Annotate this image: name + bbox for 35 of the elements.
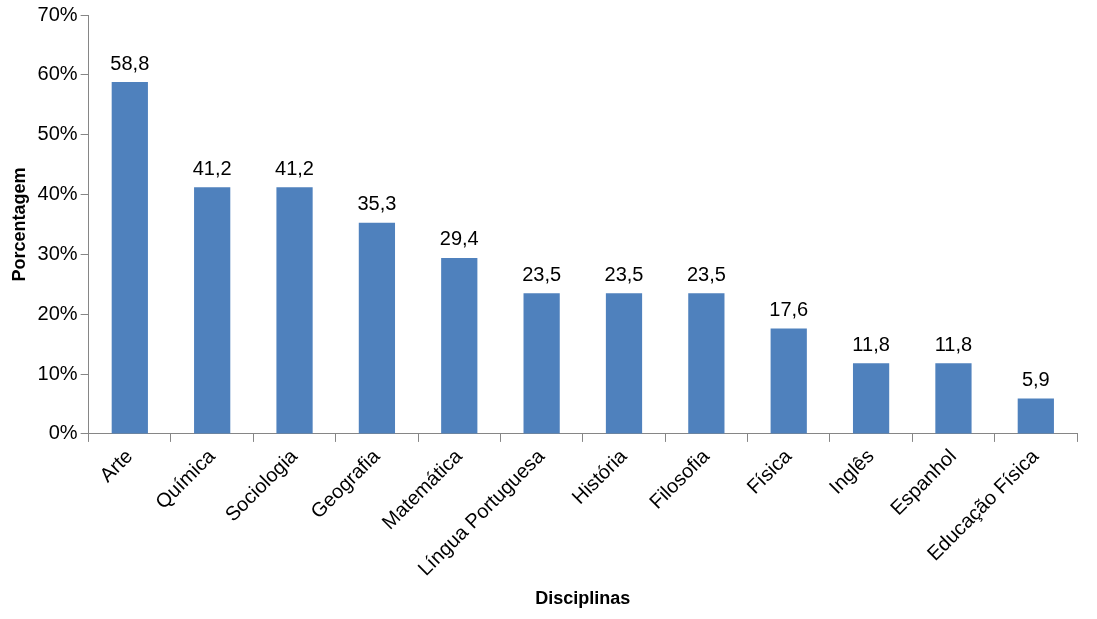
- data-label: 5,9: [1021, 368, 1050, 391]
- data-label: 23,5: [686, 262, 726, 285]
- bar: [276, 187, 313, 434]
- bar: [605, 293, 643, 434]
- y-axis-title: Porcentagem: [8, 167, 29, 282]
- data-label: 29,4: [439, 227, 479, 250]
- bar: [111, 82, 148, 434]
- x-tick-label: Arte: [95, 444, 137, 487]
- y-tick-label: 40%: [37, 182, 78, 205]
- bar: [358, 222, 396, 434]
- y-tick-label: 30%: [37, 241, 78, 264]
- y-tick-label: 70%: [37, 2, 78, 25]
- y-tick-label: 50%: [37, 122, 78, 145]
- bar: [852, 363, 890, 434]
- bar: [770, 328, 807, 434]
- data-label: 58,8: [110, 51, 150, 74]
- bar: [688, 293, 725, 434]
- bar: [194, 187, 231, 434]
- y-tick-label: 60%: [37, 62, 78, 85]
- y-tick-label: 20%: [37, 301, 78, 324]
- data-label: 11,8: [934, 332, 973, 355]
- bar: [935, 363, 972, 434]
- data-label: 41,2: [192, 156, 232, 179]
- bar: [1017, 398, 1054, 434]
- y-tick-label: 10%: [37, 361, 78, 384]
- data-label: 11,8: [852, 332, 890, 355]
- x-axis-title: Disciplinas: [535, 588, 631, 609]
- y-tick-label: 0%: [48, 421, 78, 444]
- bar: [523, 293, 560, 434]
- data-label: 23,5: [522, 262, 562, 285]
- data-label: 17,6: [769, 298, 809, 321]
- data-label: 35,3: [357, 192, 397, 215]
- bar: [441, 257, 478, 434]
- data-label: 23,5: [604, 262, 644, 285]
- data-label: 41,2: [275, 156, 315, 179]
